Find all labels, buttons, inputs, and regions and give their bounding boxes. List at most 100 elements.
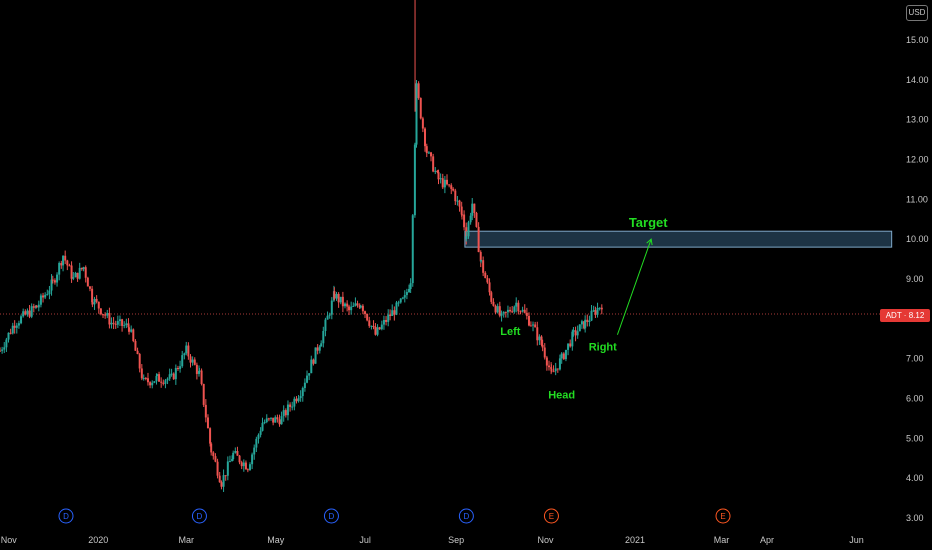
candle-body — [136, 350, 139, 355]
candle-body — [399, 298, 402, 303]
candle-body — [218, 475, 221, 483]
candle-body — [391, 310, 394, 317]
candles-layer — [0, 0, 603, 492]
candle-body — [382, 319, 385, 325]
time-tick-label: Mar — [714, 535, 730, 545]
candle-body — [220, 482, 223, 487]
candle-body — [231, 459, 234, 462]
candle-body — [437, 172, 440, 180]
target-zone[interactable] — [464, 230, 893, 248]
candle-body — [475, 212, 478, 227]
candle-body — [172, 373, 175, 380]
candle-body — [91, 302, 94, 305]
candle-body — [389, 314, 392, 317]
candle-body — [517, 302, 520, 312]
candle-body — [20, 316, 23, 324]
candle-body — [35, 305, 38, 308]
candle-body — [432, 156, 435, 172]
price-axis[interactable]: 3.004.005.006.007.008.009.0010.0011.0012… — [906, 35, 929, 523]
candle-body — [523, 309, 526, 313]
candle-body — [498, 306, 501, 316]
annotations-layer: Target Left Head Right — [500, 215, 668, 401]
candle-body — [263, 421, 266, 423]
candle-body — [359, 305, 362, 308]
annotation-right: Right — [589, 342, 617, 354]
candle-body — [106, 313, 109, 316]
candle-body — [293, 398, 296, 407]
candle-body — [189, 356, 192, 363]
event-marker-dividend[interactable] — [323, 508, 339, 524]
candle-body — [151, 382, 154, 386]
candle-body — [240, 462, 243, 467]
candle-body — [469, 215, 472, 223]
event-marker-dividend[interactable] — [191, 508, 207, 524]
event-marker-dividend[interactable] — [458, 508, 474, 524]
candle-body — [238, 455, 241, 463]
candle-body — [51, 279, 54, 281]
candle-body — [387, 314, 390, 322]
time-tick-label: Nov — [1, 535, 18, 545]
candle-body — [104, 314, 107, 316]
candle-body — [500, 313, 503, 316]
candle-body — [0, 350, 1, 352]
candle-body — [93, 298, 96, 305]
candle-body — [571, 331, 574, 347]
candle-body — [301, 387, 304, 397]
time-tick-label: Jun — [849, 535, 864, 545]
candle-body — [210, 443, 213, 453]
candle-body — [346, 303, 349, 307]
candle-body — [282, 410, 285, 417]
candle-body — [385, 319, 388, 322]
event-marker-earnings[interactable] — [543, 508, 559, 524]
event-marker-dividend[interactable] — [58, 508, 74, 524]
candle-body — [108, 313, 111, 325]
candle-body — [308, 373, 311, 376]
candle-body — [580, 321, 583, 325]
time-axis[interactable]: Nov 2020 Mar May Jul Sep Nov 2021 Mar Apr Jun — [1, 535, 864, 545]
candle-body — [316, 347, 319, 351]
candle-body — [310, 359, 313, 374]
event-marker-earnings[interactable] — [715, 508, 731, 524]
event-label: E — [720, 512, 725, 521]
candle-body — [142, 378, 145, 380]
candle-body — [441, 178, 444, 188]
candle-body — [543, 347, 546, 358]
candle-body — [513, 306, 516, 312]
candle-body — [204, 404, 207, 418]
price-tick-label: 4.00 — [906, 473, 924, 483]
candle-body — [168, 374, 171, 379]
candle-body — [333, 291, 336, 299]
candle-body — [274, 417, 277, 423]
candle-body — [456, 200, 459, 202]
candle-body — [72, 277, 75, 279]
candle-body — [123, 325, 126, 327]
currency-label[interactable]: USD — [906, 5, 928, 21]
candle-body — [366, 313, 369, 321]
candle-body — [37, 304, 40, 308]
candle-body — [312, 359, 315, 364]
candle-body — [578, 324, 581, 332]
candle-body — [46, 294, 49, 296]
candle-body — [550, 368, 553, 372]
candle-body — [179, 366, 182, 369]
arrow-head — [646, 238, 653, 246]
candle-body — [409, 283, 412, 289]
time-tick-label: Mar — [179, 535, 195, 545]
candle-body — [70, 265, 73, 279]
candle-body — [209, 428, 212, 444]
candle-body — [246, 469, 249, 471]
candle-body — [303, 382, 306, 388]
candle-body — [13, 325, 16, 328]
candle-body — [236, 450, 239, 456]
candle-body — [32, 306, 35, 308]
candle-body — [202, 383, 205, 405]
candle-body — [127, 323, 130, 328]
candle-body — [160, 381, 163, 383]
candle-body — [62, 255, 65, 266]
candle-body — [261, 422, 264, 431]
time-tick-label: 2021 — [625, 535, 645, 545]
candle-body — [66, 260, 69, 266]
candle-body — [564, 349, 567, 360]
